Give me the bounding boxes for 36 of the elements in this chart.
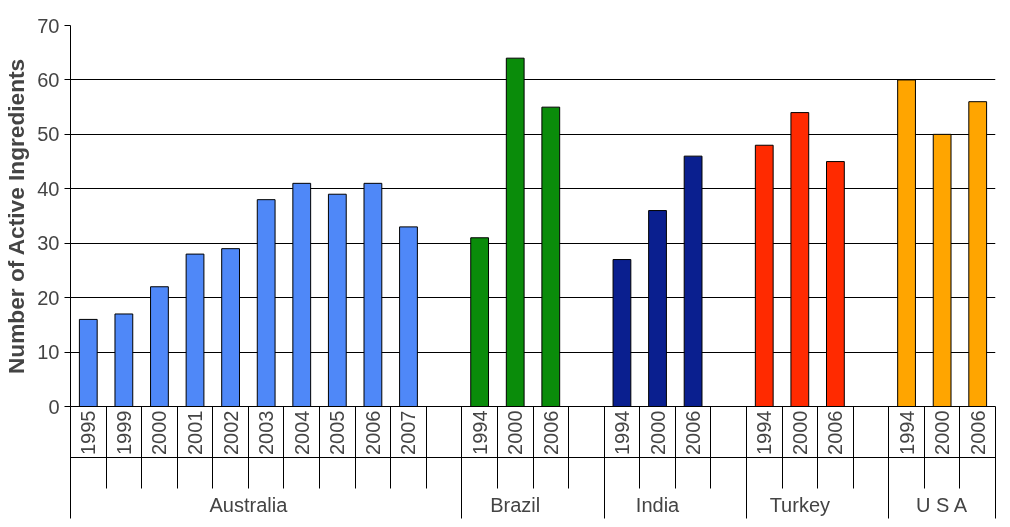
- text: Brazil: [490, 493, 541, 516]
- x-tick-label: 2005: [326, 410, 349, 455]
- text: U S A: [916, 493, 968, 516]
- x-tick-label: 2006: [682, 410, 705, 455]
- x-tick-label: 1994: [468, 410, 491, 455]
- x-tick-label: 1995: [77, 410, 100, 455]
- x-tick-label: 2000: [931, 410, 954, 455]
- y-axis-title: Number of Active Ingredients: [3, 58, 30, 374]
- y-tick-label: 50: [37, 123, 60, 146]
- x-tick-label: 2000: [504, 410, 527, 455]
- y-tick-label: 70: [37, 14, 60, 37]
- x-tick-label: 2006: [361, 410, 384, 455]
- x-tick-label: 2001: [184, 410, 207, 455]
- y-tick-label: 60: [37, 68, 60, 91]
- x-tick-label: 1994: [610, 410, 633, 455]
- y-tick-label: 40: [37, 177, 60, 200]
- y-tick-label: 10: [37, 341, 60, 364]
- x-tick-label: 1994: [753, 410, 776, 455]
- x-tick-label: 2006: [824, 410, 847, 455]
- x-tick-label: 1999: [112, 410, 135, 455]
- x-tick-label: 1994: [895, 410, 918, 455]
- text: Turkey: [769, 493, 831, 516]
- x-tick-label: 2004: [290, 410, 313, 455]
- x-tick-label: 2000: [646, 410, 669, 455]
- y-tick-label: 20: [37, 286, 60, 309]
- x-tick-label: 2002: [219, 410, 242, 455]
- y-tick-label: 30: [37, 232, 60, 255]
- x-tick-label: 2000: [148, 410, 171, 455]
- text: Australia: [209, 493, 289, 516]
- text: India: [635, 493, 681, 516]
- y-tick-label: 0: [48, 395, 60, 418]
- x-tick-label: 2000: [788, 410, 811, 455]
- x-tick-label: 2003: [255, 410, 278, 455]
- x-tick-label: 2006: [966, 410, 989, 455]
- x-tick-label: 2006: [539, 410, 562, 455]
- x-tick-label: 2007: [397, 410, 420, 455]
